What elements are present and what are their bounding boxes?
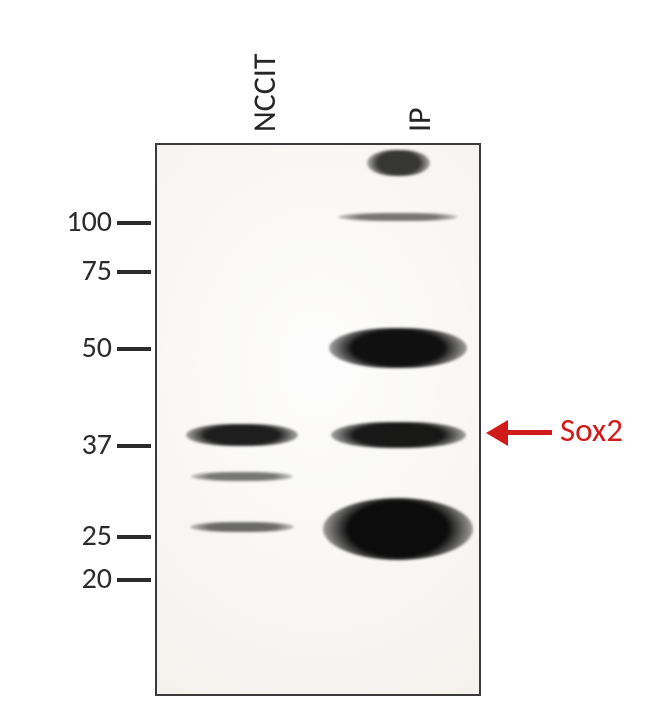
- mw-label-75: 75: [40, 252, 112, 289]
- mw-tick-50: [117, 347, 151, 351]
- band-lane0-2: [190, 522, 294, 532]
- arrow-label: Sox2: [560, 410, 623, 450]
- band-lane0-0: [186, 424, 298, 446]
- figure-canvas: 100 75 50 37 25 20 NCCIT IP Sox2: [0, 0, 650, 725]
- lane-label-ip: IP: [400, 107, 439, 132]
- mw-label-50: 50: [40, 329, 112, 366]
- mw-tick-25: [117, 535, 151, 539]
- mw-label-25: 25: [40, 517, 112, 554]
- mw-label-37: 37: [40, 426, 112, 463]
- band-lane1-3: [367, 150, 430, 176]
- lane-label-nccit: NCCIT: [245, 54, 284, 132]
- band-lane1-5: [329, 328, 467, 368]
- blot-frame: [155, 143, 481, 696]
- band-lane1-4: [338, 213, 458, 221]
- mw-label-100: 100: [40, 203, 112, 240]
- band-lane1-7: [323, 498, 473, 560]
- mw-tick-20: [117, 578, 151, 582]
- band-lane1-6: [331, 422, 466, 448]
- arrow-shaft: [508, 430, 552, 435]
- mw-label-20: 20: [40, 560, 112, 597]
- band-lane0-1: [191, 472, 292, 481]
- arrow-head-icon: [486, 420, 508, 446]
- mw-tick-75: [117, 270, 151, 274]
- mw-tick-37: [117, 444, 151, 448]
- mw-tick-100: [117, 221, 151, 225]
